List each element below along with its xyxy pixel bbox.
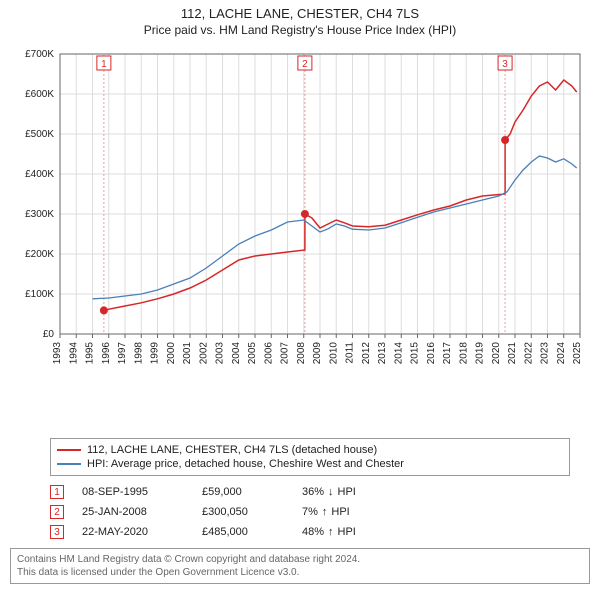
sale-marker-box: 1 bbox=[50, 485, 64, 499]
footer-note: Contains HM Land Registry data © Crown c… bbox=[10, 548, 590, 584]
sale-marker-box: 3 bbox=[50, 525, 64, 539]
legend-swatch-property bbox=[57, 449, 81, 451]
svg-text:1993: 1993 bbox=[52, 342, 63, 365]
svg-text:2007: 2007 bbox=[280, 342, 291, 365]
sale-price: £300,050 bbox=[202, 506, 302, 518]
legend-box: 112, LACHE LANE, CHESTER, CH4 7LS (detac… bbox=[50, 438, 570, 476]
sale-diff-pct: 36% bbox=[302, 486, 324, 498]
svg-text:2010: 2010 bbox=[328, 342, 339, 365]
svg-text:2001: 2001 bbox=[182, 342, 193, 365]
sale-date: 08-SEP-1995 bbox=[82, 486, 202, 498]
svg-text:£500K: £500K bbox=[25, 129, 54, 140]
sales-row: 3 22-MAY-2020 £485,000 48% ↑ HPI bbox=[50, 522, 570, 542]
svg-text:2006: 2006 bbox=[263, 342, 274, 365]
footer-line: Contains HM Land Registry data © Crown c… bbox=[17, 553, 583, 566]
footer-line: This data is licensed under the Open Gov… bbox=[17, 566, 583, 579]
svg-text:2023: 2023 bbox=[540, 342, 551, 365]
chart-title: 112, LACHE LANE, CHESTER, CH4 7LS bbox=[10, 6, 590, 21]
svg-text:2018: 2018 bbox=[458, 342, 469, 365]
svg-text:2019: 2019 bbox=[475, 342, 486, 365]
sale-diff-pct: 7% bbox=[302, 506, 318, 518]
legend-label: HPI: Average price, detached house, Ches… bbox=[87, 458, 404, 470]
svg-text:2008: 2008 bbox=[296, 342, 307, 365]
sale-diff-suffix: HPI bbox=[331, 506, 349, 518]
svg-text:1996: 1996 bbox=[101, 342, 112, 365]
sale-date: 25-JAN-2008 bbox=[82, 506, 202, 518]
svg-text:£400K: £400K bbox=[25, 169, 54, 180]
svg-text:£600K: £600K bbox=[25, 89, 54, 100]
sale-diff-suffix: HPI bbox=[338, 486, 356, 498]
svg-text:1998: 1998 bbox=[133, 342, 144, 365]
svg-text:2: 2 bbox=[302, 59, 308, 70]
svg-text:£200K: £200K bbox=[25, 249, 54, 260]
sales-row: 2 25-JAN-2008 £300,050 7% ↑ HPI bbox=[50, 502, 570, 522]
svg-text:2000: 2000 bbox=[166, 342, 177, 365]
svg-text:2017: 2017 bbox=[442, 342, 453, 365]
svg-text:2022: 2022 bbox=[523, 342, 534, 365]
chart-subtitle: Price paid vs. HM Land Registry's House … bbox=[10, 23, 590, 37]
sale-price: £485,000 bbox=[202, 526, 302, 538]
svg-text:£100K: £100K bbox=[25, 289, 54, 300]
legend-row: 112, LACHE LANE, CHESTER, CH4 7LS (detac… bbox=[57, 443, 563, 457]
svg-text:2025: 2025 bbox=[572, 342, 583, 365]
sale-marker-box: 2 bbox=[50, 505, 64, 519]
chart-svg: £0 £100K £200K £300K £400K £500K £600K £700K 199… bbox=[10, 44, 590, 384]
sale-diff: 48% ↑ HPI bbox=[302, 526, 356, 538]
svg-text:2024: 2024 bbox=[556, 342, 567, 365]
sale-date: 22-MAY-2020 bbox=[82, 526, 202, 538]
svg-text:2014: 2014 bbox=[393, 342, 404, 365]
sale-diff: 7% ↑ HPI bbox=[302, 506, 350, 518]
sale-diff-suffix: HPI bbox=[338, 526, 356, 538]
arrow-up-icon: ↑ bbox=[322, 506, 328, 518]
sale-diff: 36% ↓ HPI bbox=[302, 486, 356, 498]
svg-text:2002: 2002 bbox=[198, 342, 209, 365]
sales-table: 1 08-SEP-1995 £59,000 36% ↓ HPI 2 25-JAN… bbox=[50, 482, 570, 542]
svg-text:1997: 1997 bbox=[117, 342, 128, 365]
svg-text:£0: £0 bbox=[43, 329, 55, 340]
title-block: 112, LACHE LANE, CHESTER, CH4 7LS Price … bbox=[0, 0, 600, 39]
arrow-down-icon: ↓ bbox=[328, 486, 334, 498]
svg-text:3: 3 bbox=[502, 59, 508, 70]
svg-text:2013: 2013 bbox=[377, 342, 388, 365]
svg-text:£700K: £700K bbox=[25, 49, 54, 60]
svg-text:2021: 2021 bbox=[507, 342, 518, 365]
arrow-up-icon: ↑ bbox=[328, 526, 334, 538]
svg-text:2015: 2015 bbox=[410, 342, 421, 365]
svg-text:2009: 2009 bbox=[312, 342, 323, 365]
sale-price: £59,000 bbox=[202, 486, 302, 498]
svg-text:1: 1 bbox=[101, 59, 107, 70]
chart-area: £0 £100K £200K £300K £400K £500K £600K £700K 199… bbox=[0, 39, 600, 434]
sale-diff-pct: 48% bbox=[302, 526, 324, 538]
sales-row: 1 08-SEP-1995 £59,000 36% ↓ HPI bbox=[50, 482, 570, 502]
svg-text:2016: 2016 bbox=[426, 342, 437, 365]
legend-swatch-hpi bbox=[57, 463, 81, 465]
svg-text:2005: 2005 bbox=[247, 342, 258, 365]
svg-text:1995: 1995 bbox=[85, 342, 96, 365]
svg-text:2012: 2012 bbox=[361, 342, 372, 365]
legend-row: HPI: Average price, detached house, Ches… bbox=[57, 457, 563, 471]
svg-text:1999: 1999 bbox=[150, 342, 161, 365]
svg-text:£300K: £300K bbox=[25, 209, 54, 220]
chart-container: 112, LACHE LANE, CHESTER, CH4 7LS Price … bbox=[0, 0, 600, 590]
svg-text:2003: 2003 bbox=[215, 342, 226, 365]
svg-text:2004: 2004 bbox=[231, 342, 242, 365]
svg-text:2020: 2020 bbox=[491, 342, 502, 365]
legend-label: 112, LACHE LANE, CHESTER, CH4 7LS (detac… bbox=[87, 444, 377, 456]
svg-text:2011: 2011 bbox=[345, 342, 356, 364]
svg-text:1994: 1994 bbox=[68, 342, 79, 365]
